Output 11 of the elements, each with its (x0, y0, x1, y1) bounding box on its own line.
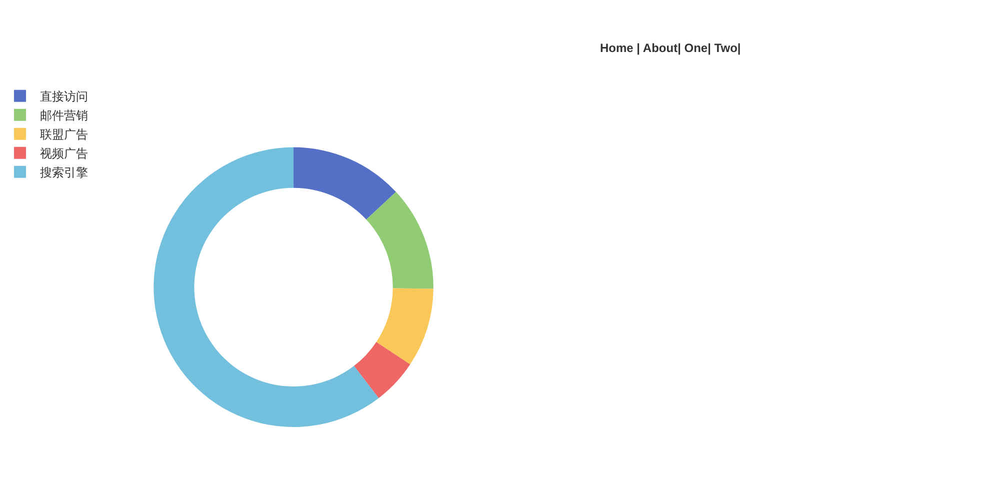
donut-slice (354, 342, 410, 398)
donut-slice (366, 192, 434, 289)
legend-label: 联盟广告 (40, 128, 88, 142)
donut-slice (154, 147, 379, 427)
donut-slice (294, 147, 396, 220)
legend-label: 视频广告 (40, 146, 88, 161)
donut-slice (376, 288, 434, 364)
text: Home | About| One| Two| (600, 41, 741, 55)
legend-label: 直接访问 (40, 90, 88, 104)
legend-label: 搜索引擎 (40, 166, 88, 180)
legend-label: 邮件营销 (40, 108, 88, 123)
